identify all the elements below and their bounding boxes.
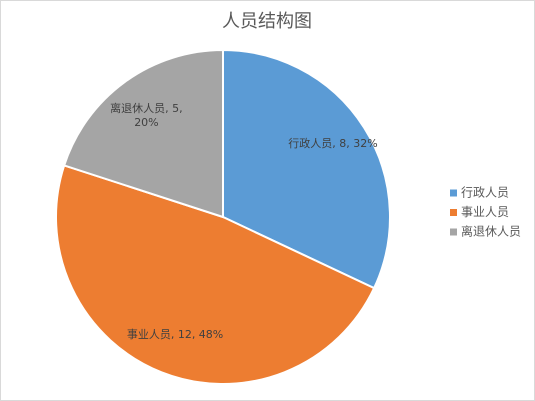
data-label: 离退休人员, 5, 20% (110, 101, 183, 129)
pie-slice (62, 48, 224, 219)
legend-label: 离退休人员 (461, 224, 521, 239)
chart-title: 人员结构图 (222, 11, 312, 32)
legend-swatch (450, 189, 457, 197)
legend-swatch (450, 209, 457, 216)
pie-slice (222, 48, 391, 290)
legend-label: 行政人员 (461, 186, 509, 200)
data-label: 事业人员, 12, 48% (126, 328, 224, 342)
legend-swatch (450, 228, 457, 236)
data-label: 行政人员, 8, 32% (288, 137, 378, 151)
pie-slice (55, 164, 376, 385)
legend-label: 事业人员 (461, 205, 509, 219)
